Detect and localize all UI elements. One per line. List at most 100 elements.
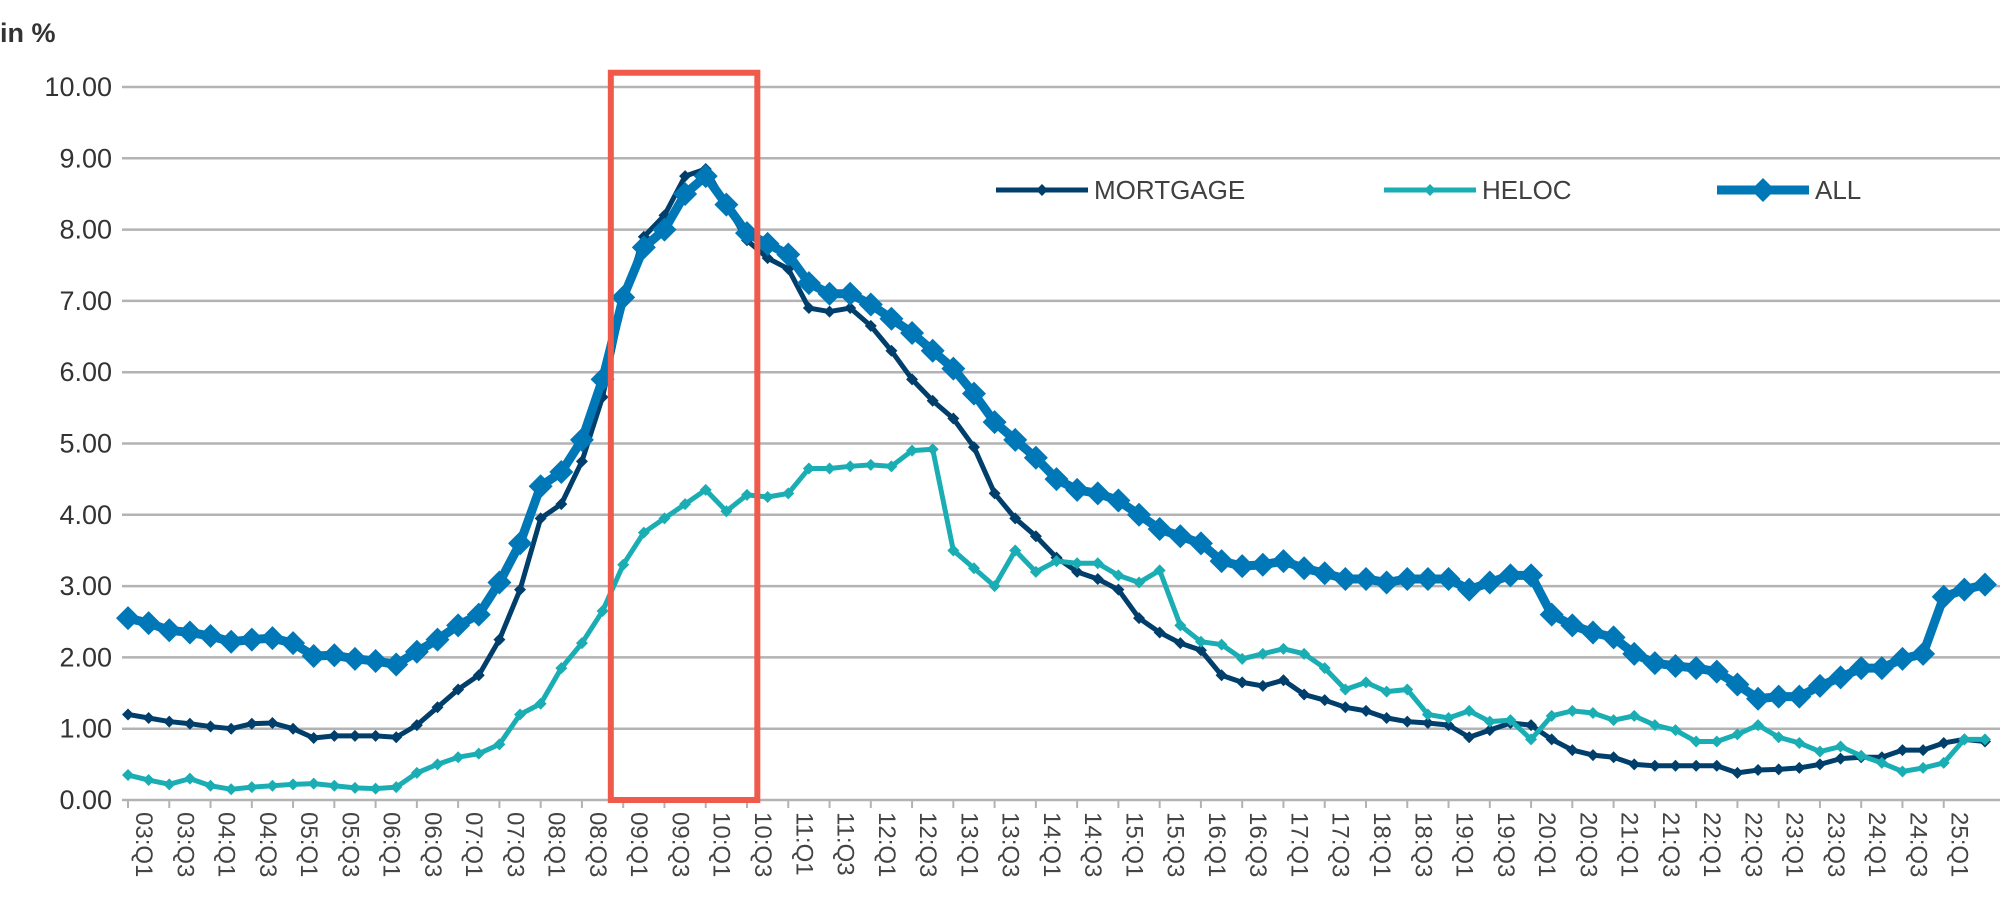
x-tick-label: 13:Q1: [955, 812, 982, 877]
data-point: [369, 782, 382, 795]
data-point: [1746, 686, 1771, 711]
data-point: [1091, 557, 1104, 570]
data-point: [637, 526, 650, 539]
data-point: [1766, 684, 1791, 709]
data-point: [307, 777, 320, 790]
data-point: [1339, 701, 1352, 714]
data-point: [198, 624, 223, 649]
data-point: [1250, 552, 1275, 577]
data-point: [1793, 736, 1806, 749]
data-point: [941, 356, 966, 381]
series-lines: [116, 162, 1997, 796]
x-tick-label: 16:Q1: [1203, 812, 1230, 877]
data-point: [782, 487, 795, 500]
y-tick-label: 6.00: [59, 357, 112, 387]
data-point: [1566, 744, 1579, 757]
data-point: [328, 779, 341, 792]
data-point: [1174, 637, 1187, 650]
data-point: [569, 427, 594, 452]
data-point: [658, 512, 671, 525]
data-point: [1890, 646, 1915, 671]
y-tick-label: 7.00: [59, 286, 112, 316]
data-point: [652, 217, 677, 242]
data-point: [617, 558, 630, 571]
data-point: [1085, 481, 1110, 506]
data-point: [1442, 712, 1455, 725]
legend-marker: [1751, 178, 1775, 202]
data-point: [1463, 731, 1476, 744]
data-point: [1539, 602, 1564, 627]
data-point: [1519, 563, 1544, 588]
x-tick-label: 05:Q1: [295, 812, 322, 877]
data-point: [1601, 625, 1626, 650]
x-tick-label: 04:Q1: [213, 812, 240, 877]
data-point: [1133, 612, 1146, 625]
x-tick-label: 16:Q3: [1244, 812, 1271, 877]
data-point: [1188, 531, 1213, 556]
data-point: [157, 618, 182, 643]
data-point: [1704, 659, 1729, 684]
data-point: [755, 231, 780, 256]
data-point: [239, 627, 264, 652]
data-point: [879, 306, 904, 331]
data-point: [1127, 502, 1152, 527]
gridlines: [122, 85, 2000, 802]
x-tick-label: 20:Q1: [1533, 812, 1560, 877]
data-point: [1648, 759, 1661, 772]
data-point: [1174, 619, 1187, 632]
data-point: [1586, 749, 1599, 762]
data-point: [611, 285, 636, 310]
data-point: [1628, 709, 1641, 722]
data-point: [1813, 758, 1826, 771]
data-point: [1931, 584, 1956, 609]
data-point: [1952, 577, 1977, 602]
legend-marker: [1424, 184, 1436, 196]
data-point: [1168, 524, 1193, 549]
data-point: [720, 505, 733, 518]
data-point: [225, 722, 238, 735]
data-point: [1421, 708, 1434, 721]
data-point: [1663, 653, 1688, 678]
data-point: [487, 570, 512, 595]
x-tick-label: 07:Q3: [501, 812, 528, 877]
x-tick-label: 23:Q3: [1822, 812, 1849, 877]
data-point: [266, 779, 279, 792]
y-tick-label: 4.00: [59, 500, 112, 530]
data-point: [1731, 728, 1744, 741]
data-point: [1504, 714, 1517, 727]
data-point: [967, 441, 980, 454]
data-point: [1483, 715, 1496, 728]
data-point: [679, 498, 692, 511]
data-point: [1834, 752, 1847, 765]
data-point: [404, 639, 429, 664]
data-point: [204, 779, 217, 792]
data-point: [575, 637, 588, 650]
x-tick-label: 14:Q1: [1038, 812, 1065, 877]
data-point: [858, 292, 883, 317]
data-point: [1312, 561, 1337, 586]
data-point: [307, 731, 320, 744]
x-tick-label: 08:Q1: [543, 812, 570, 877]
data-point: [466, 602, 491, 627]
x-tick-label: 18:Q3: [1409, 812, 1436, 877]
data-point: [1979, 733, 1991, 746]
data-point: [493, 633, 506, 646]
x-tick-label: 19:Q3: [1492, 812, 1519, 877]
data-point: [1525, 719, 1538, 732]
data-point: [1828, 665, 1853, 690]
x-tick-label: 25:Q1: [1946, 812, 1973, 877]
data-point: [1009, 544, 1022, 557]
data-point: [988, 580, 1001, 593]
data-point: [1628, 758, 1641, 771]
data-point: [348, 729, 361, 742]
data-point: [1401, 683, 1414, 696]
data-point: [452, 751, 465, 764]
data-point: [1545, 733, 1558, 746]
data-point: [1710, 759, 1723, 772]
data-point: [1849, 656, 1874, 681]
data-point: [1277, 674, 1290, 687]
x-tick-label: 05:Q3: [336, 812, 363, 877]
data-point: [301, 643, 326, 668]
data-point: [1498, 563, 1523, 588]
data-point: [802, 462, 815, 475]
